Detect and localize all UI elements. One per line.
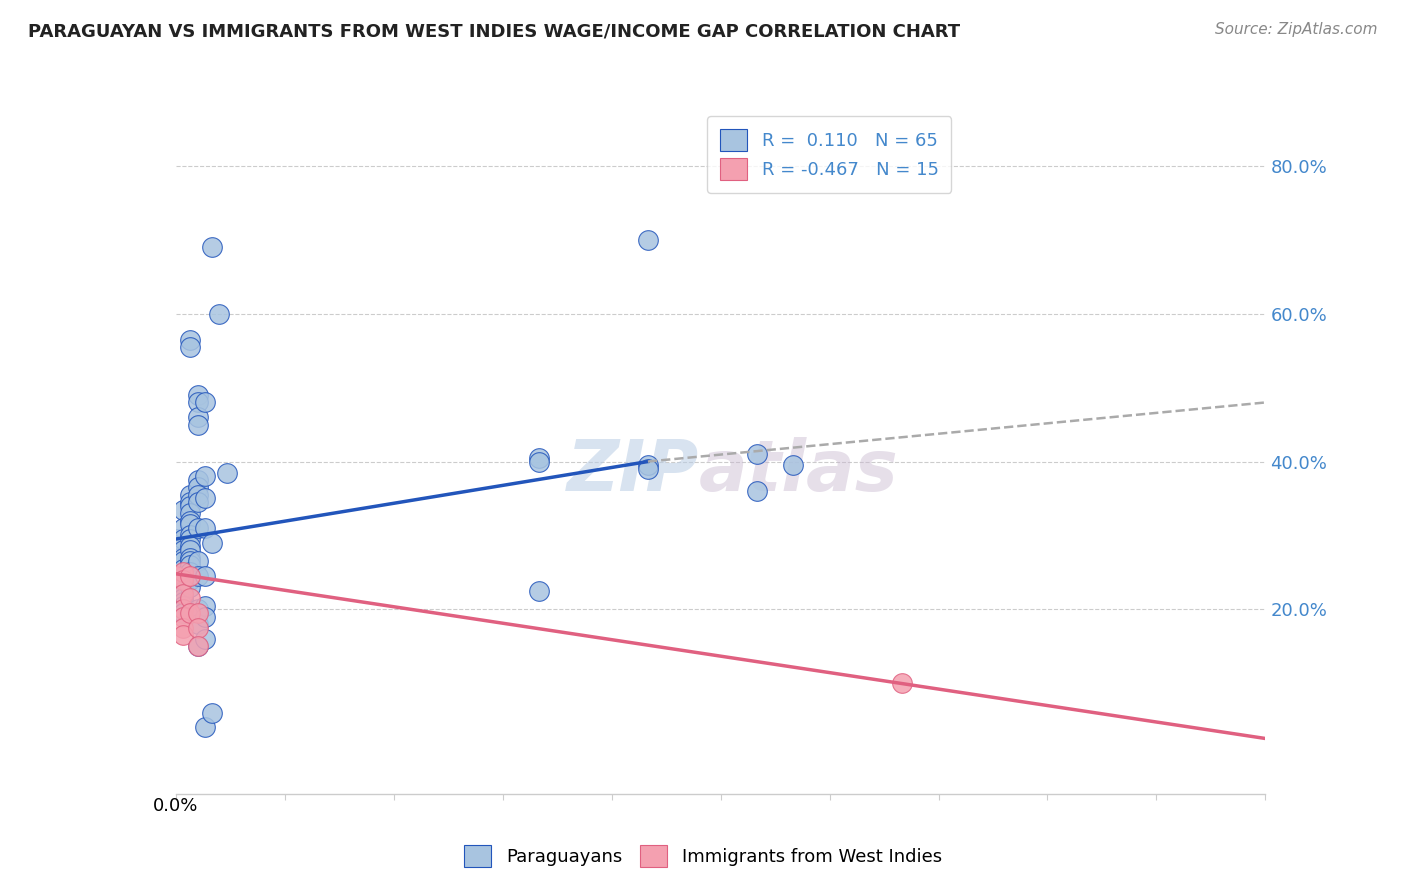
Point: [172, 502, 194, 516]
Point: [179, 495, 201, 509]
Point: [186, 388, 209, 402]
Point: [527, 583, 550, 598]
Point: [186, 554, 209, 568]
Point: [179, 532, 201, 546]
Point: [172, 583, 194, 598]
Point: [179, 517, 201, 532]
Text: Source: ZipAtlas.com: Source: ZipAtlas.com: [1215, 22, 1378, 37]
Point: [179, 558, 201, 572]
Point: [782, 458, 804, 473]
Point: [179, 340, 201, 354]
Point: [172, 606, 194, 620]
Point: [179, 606, 201, 620]
Point: [194, 469, 217, 483]
Point: [172, 566, 194, 580]
Point: [201, 240, 224, 254]
Point: [172, 569, 194, 583]
Point: [186, 488, 209, 502]
Text: ZIP: ZIP: [567, 436, 699, 506]
Point: [179, 569, 201, 583]
Text: PARAGUAYAN VS IMMIGRANTS FROM WEST INDIES WAGE/INCOME GAP CORRELATION CHART: PARAGUAYAN VS IMMIGRANTS FROM WEST INDIE…: [28, 22, 960, 40]
Point: [172, 609, 194, 624]
Point: [172, 573, 194, 587]
Point: [745, 484, 768, 499]
Point: [194, 599, 217, 613]
Point: [201, 706, 224, 720]
Point: [186, 617, 209, 632]
Point: [172, 591, 194, 606]
Point: [179, 514, 201, 528]
Point: [186, 639, 209, 653]
Point: [215, 466, 238, 480]
Point: [172, 587, 194, 601]
Point: [172, 595, 194, 609]
Point: [165, 532, 187, 546]
Point: [179, 499, 201, 513]
Point: [172, 602, 194, 616]
Point: [186, 602, 209, 616]
Legend: Paraguayans, Immigrants from West Indies: Paraguayans, Immigrants from West Indies: [457, 838, 949, 874]
Point: [172, 587, 194, 601]
Point: [172, 550, 194, 565]
Point: [172, 543, 194, 558]
Point: [745, 447, 768, 461]
Point: [179, 488, 201, 502]
Point: [194, 569, 217, 583]
Legend: R =  0.110   N = 65, R = -0.467   N = 15: R = 0.110 N = 65, R = -0.467 N = 15: [707, 116, 952, 193]
Point: [172, 621, 194, 635]
Point: [194, 395, 217, 409]
Point: [891, 676, 914, 690]
Point: [172, 599, 194, 613]
Point: [194, 632, 217, 646]
Point: [186, 395, 209, 409]
Point: [179, 550, 201, 565]
Point: [179, 554, 201, 568]
Point: [637, 458, 659, 473]
Point: [208, 307, 231, 321]
Point: [179, 580, 201, 594]
Point: [186, 417, 209, 432]
Point: [527, 450, 550, 465]
Point: [179, 528, 201, 542]
Point: [186, 480, 209, 494]
Point: [179, 543, 201, 558]
Point: [172, 521, 194, 535]
Point: [186, 521, 209, 535]
Point: [186, 621, 209, 635]
Point: [637, 233, 659, 247]
Point: [172, 561, 194, 575]
Point: [179, 566, 201, 580]
Point: [186, 473, 209, 487]
Point: [179, 506, 201, 520]
Point: [194, 491, 217, 506]
Text: 0.0%: 0.0%: [153, 797, 198, 815]
Point: [172, 532, 194, 546]
Point: [186, 606, 209, 620]
Point: [172, 554, 194, 568]
Point: [172, 628, 194, 642]
Point: [172, 576, 194, 591]
Text: atlas: atlas: [699, 436, 898, 506]
Point: [172, 580, 194, 594]
Point: [179, 573, 201, 587]
Point: [165, 569, 187, 583]
Point: [186, 495, 209, 509]
Point: [201, 535, 224, 549]
Point: [194, 521, 217, 535]
Point: [186, 410, 209, 425]
Point: [527, 454, 550, 468]
Point: [179, 540, 201, 554]
Point: [637, 462, 659, 476]
Point: [186, 569, 209, 583]
Point: [194, 609, 217, 624]
Point: [179, 333, 201, 347]
Point: [194, 720, 217, 734]
Point: [179, 591, 201, 606]
Point: [186, 639, 209, 653]
Point: [172, 602, 194, 616]
